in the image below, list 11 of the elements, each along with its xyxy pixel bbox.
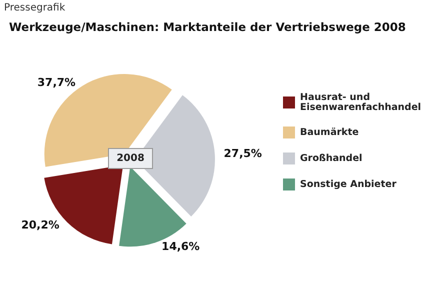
text: 2008 (116, 153, 144, 164)
data-label: 14,6% (162, 240, 200, 253)
data-label: 37,7% (37, 76, 76, 89)
data-label: 27,5% (224, 147, 262, 160)
legend-label: Baumärkte (300, 127, 359, 138)
legend-label: Hausrat- und Eisenwarenfachhandel (300, 92, 422, 113)
legend-label: Sonstige Anbieter (300, 179, 397, 190)
legend-label: Großhandel (300, 153, 362, 164)
chart-title: Werkzeuge/Maschinen: Marktanteile der Vertriebswege 2008 (9, 20, 406, 34)
data-label: 20,2% (21, 218, 60, 232)
text: Pressegrafik (4, 2, 66, 14)
